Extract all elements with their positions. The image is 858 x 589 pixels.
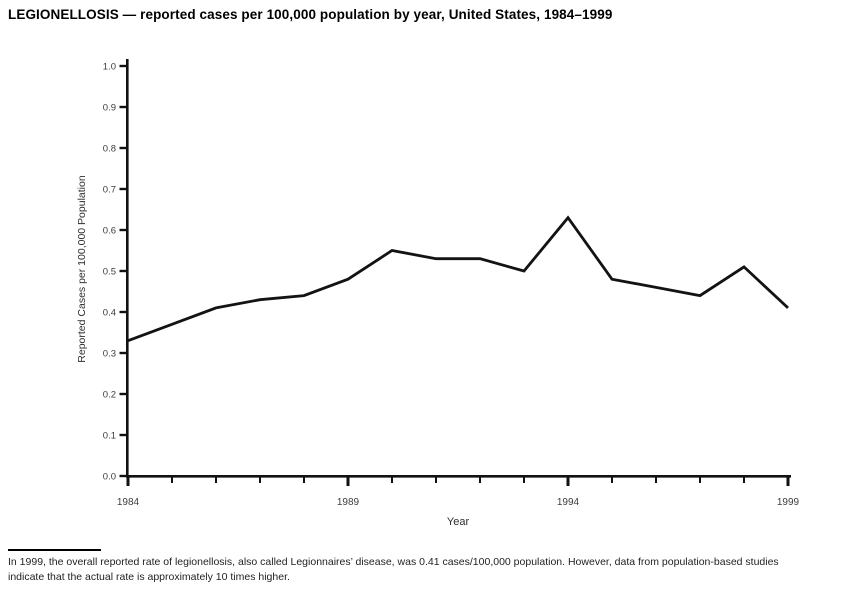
x-tick-label: 1984	[117, 497, 140, 508]
footnote: In 1999, the overall reported rate of le…	[8, 555, 854, 584]
y-tick-label: 0.6	[103, 225, 116, 236]
y-tick-label: 0.2	[103, 389, 116, 400]
y-tick-label: 0.7	[103, 184, 116, 195]
y-tick-label: 0.1	[103, 430, 116, 441]
y-tick-label: 1.0	[103, 61, 116, 72]
y-tick-label: 0.9	[103, 102, 116, 113]
x-axis-title: Year	[446, 516, 470, 528]
data-line	[127, 215, 789, 343]
footnote-divider	[8, 549, 101, 551]
figure-title: LEGIONELLOSIS — reported cases per 100,0…	[8, 7, 613, 22]
y-tick-label: 0.3	[103, 348, 116, 359]
footnote-line: indicate that the actual rate is approxi…	[8, 570, 290, 583]
y-tick-label: 0.4	[103, 307, 116, 318]
x-tick-label: 1999	[777, 497, 800, 508]
y-tick-label: 0.5	[103, 266, 116, 277]
footnote-line: In 1999, the overall reported rate of le…	[8, 556, 779, 568]
y-tick-label: 0.0	[103, 471, 116, 482]
x-tick-label: 1994	[557, 497, 580, 508]
x-tick-label: 1989	[337, 497, 360, 508]
y-tick-label: 0.8	[103, 143, 116, 154]
